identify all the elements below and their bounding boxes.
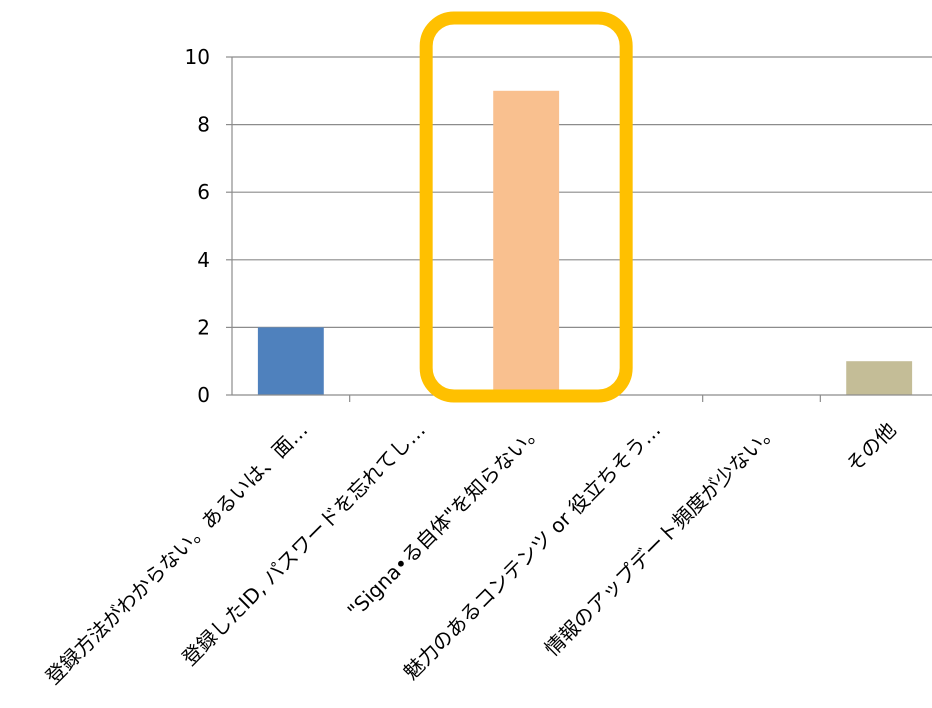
x-category-label: "Signa•る自体"を知らない。 bbox=[343, 418, 548, 623]
y-tick-label: 0 bbox=[197, 383, 210, 407]
bar bbox=[493, 90, 560, 396]
y-tick-label: 4 bbox=[197, 248, 210, 272]
gridlines bbox=[232, 56, 932, 328]
highlight-box-layer bbox=[419, 11, 633, 403]
y-tick-label: 10 bbox=[185, 45, 210, 69]
y-tick-label: 2 bbox=[197, 315, 210, 339]
bar bbox=[257, 327, 324, 395]
bars bbox=[257, 90, 913, 396]
x-category-label: 魅力のあるコンテンツ or 役立ちそう… bbox=[399, 418, 666, 685]
x-category-label: 登録方法がわからない。あるいは、面… bbox=[41, 418, 313, 690]
x-category-label: 情報のアップデート頻度が少ない。 bbox=[540, 418, 783, 661]
x-category-label: その他 bbox=[841, 418, 900, 477]
highlight-box bbox=[419, 11, 633, 403]
x-category-label: 登録したID, パスワードを忘れてし… bbox=[177, 418, 430, 671]
y-axis-tick-labels: 0 2 4 6 8 10 bbox=[185, 45, 210, 407]
y-tick-label: 8 bbox=[197, 113, 210, 137]
x-axis-category-labels: 登録方法がわからない。あるいは、面…登録したID, パスワードを忘れてし…"Si… bbox=[41, 418, 901, 690]
y-tick-label: 6 bbox=[197, 180, 210, 204]
x-axis bbox=[226, 56, 932, 402]
bar bbox=[846, 361, 913, 395]
